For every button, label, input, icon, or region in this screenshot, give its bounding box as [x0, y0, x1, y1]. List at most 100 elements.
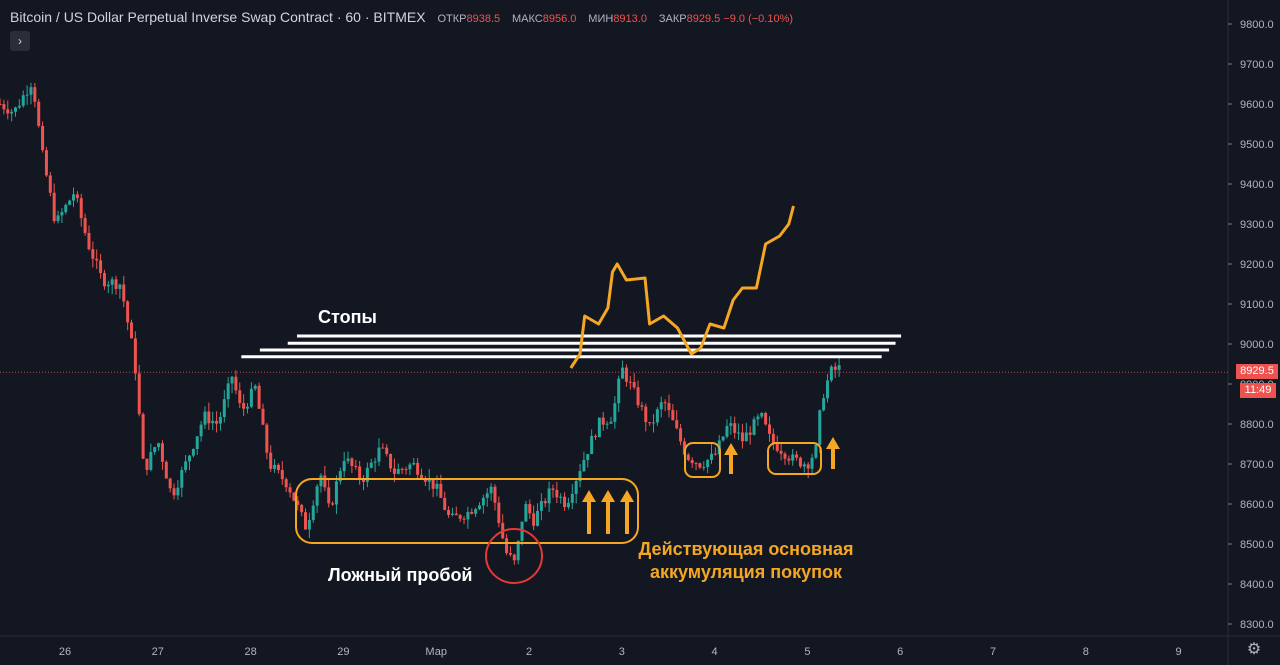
candle-body — [551, 488, 555, 490]
ohlc-open: ОТКР8938.5 — [437, 13, 501, 25]
candle-body — [818, 410, 822, 445]
candle-body — [284, 479, 288, 488]
candle-body — [470, 511, 474, 514]
candle-body — [157, 443, 161, 448]
candle-body — [91, 249, 95, 259]
candle-body — [296, 500, 300, 505]
candle-body — [14, 107, 18, 112]
candle-body — [412, 462, 416, 465]
candle-body — [17, 105, 21, 108]
candle-body — [524, 503, 528, 522]
x-tick-label: Мар — [425, 646, 447, 658]
candle-body — [644, 406, 648, 423]
candle-body — [369, 462, 373, 468]
candle-body — [814, 444, 818, 458]
annotation-false-breakout: Ложный пробой — [328, 565, 473, 585]
candle-body — [555, 489, 559, 498]
accumulation-box-small-1 — [684, 442, 721, 478]
candle-body — [188, 455, 192, 462]
candle-body — [675, 420, 679, 429]
bar-countdown-tag: 11:49 — [1240, 383, 1276, 398]
false-breakout-circle — [485, 528, 543, 584]
candle-body — [33, 87, 37, 102]
candle-body — [246, 406, 250, 409]
candle-body — [307, 520, 311, 530]
candle-body — [566, 502, 570, 508]
candle-body — [311, 505, 315, 521]
candle-body — [276, 464, 280, 471]
candle-body — [141, 414, 145, 459]
candle-body — [505, 538, 509, 554]
candle-body — [338, 471, 342, 482]
candle-body — [423, 478, 427, 482]
candle-body — [516, 540, 520, 561]
candle-body — [334, 481, 338, 505]
candle-body — [130, 322, 134, 339]
arrow-up-icon — [826, 437, 840, 469]
candle-body — [373, 461, 377, 463]
candle-body — [41, 125, 45, 151]
candle-body — [253, 385, 257, 389]
candle-body — [215, 420, 219, 424]
candle-body — [710, 453, 714, 460]
candle-body — [594, 436, 598, 438]
candle-body — [648, 422, 652, 424]
candle-body — [605, 423, 609, 425]
candle-body — [377, 447, 381, 462]
candle-body — [354, 465, 358, 467]
ohlc-close: ЗАКР8929.5 −9.0 (−0.10%) — [658, 13, 794, 25]
candle-body — [617, 378, 621, 404]
candle-body — [478, 505, 482, 510]
x-tick-label: 28 — [244, 646, 256, 658]
candle-body — [539, 501, 543, 511]
exchange-label: BITMEX — [373, 9, 426, 25]
candle-body — [450, 513, 454, 515]
candle-body — [195, 436, 199, 450]
x-tick-label: 3 — [619, 646, 625, 658]
candle-body — [512, 554, 516, 561]
candle-body — [153, 447, 157, 453]
candle-body — [621, 367, 625, 379]
candle-body — [779, 450, 783, 454]
x-tick-label: 9 — [1176, 646, 1182, 658]
y-tick-label: 9000.0 — [1240, 339, 1274, 351]
candle-body — [346, 458, 350, 462]
arrow-up-icon — [601, 490, 615, 534]
candle-body — [273, 464, 277, 469]
candle-body — [787, 458, 791, 461]
candle-body — [365, 467, 369, 482]
candle-body — [404, 469, 408, 471]
x-tick-label: 6 — [897, 646, 903, 658]
candle-body — [655, 409, 659, 423]
candle-body — [582, 460, 586, 472]
candle-body — [269, 452, 273, 469]
candle-body — [172, 488, 176, 496]
candle-body — [737, 432, 741, 434]
candle-body — [392, 468, 396, 474]
candle-body — [590, 436, 594, 455]
candle-body — [690, 459, 694, 464]
candle-body — [481, 497, 485, 506]
candle-body — [659, 402, 663, 410]
collapse-legend-button[interactable]: › — [10, 31, 30, 51]
y-tick-label: 9600.0 — [1240, 99, 1274, 111]
candle-body — [199, 424, 203, 437]
candle-body — [798, 457, 802, 467]
candle-body — [21, 95, 25, 106]
annotation-accumulation-line1: Действующая основная — [639, 539, 854, 559]
candle-body — [242, 402, 246, 409]
gear-icon[interactable]: ⚙ — [1246, 641, 1262, 658]
y-tick-label: 9100.0 — [1240, 299, 1274, 311]
candle-body — [10, 111, 14, 114]
candle-body — [768, 424, 772, 434]
candle-body — [706, 459, 710, 468]
candle-body — [443, 497, 447, 510]
arrow-up-icon — [582, 490, 596, 534]
candle-body — [791, 454, 795, 461]
candle-body — [114, 279, 118, 289]
candle-body — [180, 470, 184, 488]
candle-body — [744, 432, 748, 442]
candle-body — [543, 501, 547, 504]
